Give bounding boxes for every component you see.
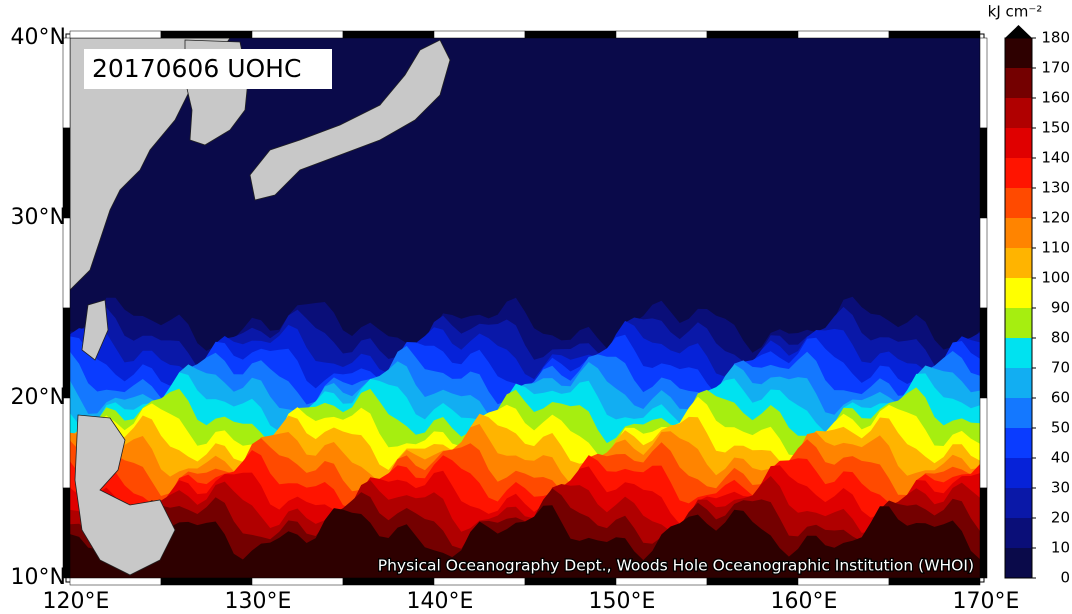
colorbar-tick-label: 30: [1051, 479, 1070, 497]
y-tick-label: 30°N: [11, 205, 66, 230]
colorbar-tick-label: 60: [1051, 389, 1070, 407]
frame-segment: [706, 577, 799, 586]
colorbar-tick-label: 50: [1051, 419, 1070, 437]
colorbar-tick-label: 130: [1041, 179, 1070, 197]
colorbar-swatch: [1005, 458, 1032, 488]
philippines: [74, 414, 176, 576]
map-title: 20170606 UOHC: [92, 54, 301, 83]
heat-band: [70, 505, 980, 578]
frame-segment: [979, 307, 988, 399]
x-tick-label: 120°E: [43, 589, 110, 614]
title-box: [84, 49, 332, 89]
colorbar-swatch: [1005, 188, 1032, 218]
y-tick-label: 10°N: [11, 565, 66, 590]
frame-segment: [979, 487, 988, 579]
frame-segment: [69, 30, 162, 39]
frame-segment: [979, 397, 988, 489]
colorbar-tick-label: 80: [1051, 329, 1070, 347]
colorbar-tick-label: 20: [1051, 509, 1070, 527]
frame-segment: [979, 217, 988, 309]
colorbar-tick-label: 10: [1051, 539, 1070, 557]
colorbar-tick-label: 170: [1041, 59, 1070, 77]
frame-segment: [62, 487, 71, 579]
frame-segment: [615, 577, 708, 586]
x-tick-label: 170°E: [953, 589, 1020, 614]
frame-segment: [342, 577, 435, 586]
frame-segment: [524, 577, 617, 586]
x-tick-label: 130°E: [225, 589, 292, 614]
colorbar-tick-label: 180: [1041, 29, 1070, 47]
frame-segment: [62, 217, 71, 309]
frame-segment: [160, 30, 253, 39]
colorbar-swatch: [1005, 98, 1032, 128]
colorbar-tick-label: 40: [1051, 449, 1070, 467]
colorbar: 0 10 20 30 40 50 60 70 80 90 100 110 120 130 140 150 160…: [1004, 25, 1070, 587]
colorbar-swatch: [1005, 248, 1032, 278]
x-tick-label: 140°E: [407, 589, 474, 614]
colorbar-swatch: [1005, 278, 1032, 308]
frame-segment: [615, 30, 708, 39]
colorbar-tick-label: 150: [1041, 119, 1070, 137]
frame-segment: [979, 127, 988, 219]
colorbar-unit: kJ cm⁻²: [988, 3, 1043, 21]
frame-segment: [62, 37, 71, 129]
colorbar-tick-label: 110: [1041, 239, 1070, 257]
frame-segment: [433, 30, 526, 39]
colorbar-swatch: [1005, 68, 1032, 98]
frame-segment: [706, 30, 799, 39]
frame-segment: [62, 397, 71, 489]
japan: [249, 39, 451, 201]
x-tick-label: 150°E: [589, 589, 656, 614]
colorbar-tick-label: 140: [1041, 149, 1070, 167]
frame-segment: [888, 30, 981, 39]
taiwan: [81, 299, 109, 361]
frame-segment: [797, 30, 890, 39]
colorbar-swatch: [1005, 428, 1032, 458]
colorbar-swatch: [1005, 518, 1032, 548]
frame-segment: [251, 30, 344, 39]
map-frame: [62, 30, 988, 586]
frame-segment: [979, 37, 988, 129]
frame-segment: [160, 577, 253, 586]
colorbar-swatch: [1005, 398, 1032, 428]
colorbar-tick-label: 90: [1051, 299, 1070, 317]
frame-segment: [524, 30, 617, 39]
x-tick-label: 160°E: [771, 589, 838, 614]
frame-segment: [342, 30, 435, 39]
frame-segment: [797, 577, 890, 586]
frame-segment: [433, 577, 526, 586]
ocean-field: [70, 38, 980, 578]
colorbar-swatch: [1005, 338, 1032, 368]
colorbar-swatch: [1005, 368, 1032, 398]
colorbar-swatch: [1005, 308, 1032, 338]
axis-labels: 120°E 130°E 140°E 150°E 160°E 170°E 10°N 20°N 30…: [11, 25, 1020, 614]
colorbar-tick-label: 100: [1041, 269, 1070, 287]
colorbar-swatch: [1005, 548, 1032, 578]
credit: Physical Oceanography Dept., Woods Hole …: [378, 557, 974, 575]
colorbar-swatch: [1005, 38, 1032, 68]
colorbar-swatch: [1005, 218, 1032, 248]
y-tick-label: 20°N: [11, 385, 66, 410]
colorbar-tick-label: 120: [1041, 209, 1070, 227]
frame-segment: [888, 577, 981, 586]
colorbar-tick-label: 0: [1060, 569, 1070, 587]
colorbar-swatch: [1005, 158, 1032, 188]
colorbar-tick-label: 70: [1051, 359, 1070, 377]
frame-segment: [251, 577, 344, 586]
colorbar-tick-label: 160: [1041, 89, 1070, 107]
colorbar-swatch: [1005, 128, 1032, 158]
y-tick-label: 40°N: [11, 25, 66, 50]
colorbar-swatch: [1005, 488, 1032, 518]
frame-segment: [69, 577, 162, 586]
colorbar-arrow: [1005, 25, 1032, 38]
